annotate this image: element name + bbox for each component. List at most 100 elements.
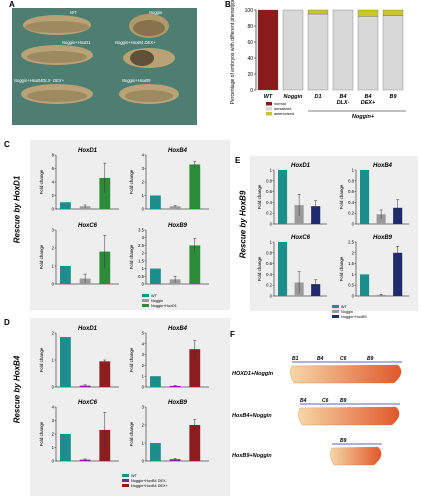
mini-ytick-label: 3	[142, 352, 145, 357]
chart-d2: HoxB4 0 1 2 3 4 5 Fold change	[129, 326, 209, 390]
b-bar	[382, 15, 404, 91]
mini-ytick-label: 4	[142, 341, 145, 346]
b-category-label: DEX+	[361, 100, 376, 106]
chart-e2: HoxB4 0 0.2 0.4 0.6 0.8 1 Fold change	[339, 163, 409, 227]
b-ytick-label: 40	[247, 56, 253, 62]
mini-ytick-label: 1	[52, 264, 55, 269]
mini-ytick-label: 0	[52, 459, 55, 464]
legend-swatch	[142, 294, 149, 297]
mini-title: HoxD1	[78, 148, 98, 154]
chart-c3: HoxC6 0 1 2 3 Fold change	[39, 223, 119, 287]
mini-ylabel: Fold change	[339, 184, 344, 209]
mini-title: HoxB4	[373, 163, 393, 169]
f-marker-label: C6	[322, 398, 329, 404]
mini-ytick-label: 0.5	[138, 274, 144, 279]
mini-bar	[376, 214, 386, 224]
panel-label-d: D	[4, 318, 10, 327]
mini-ytick-label: 2	[142, 363, 145, 368]
chart-c1: HoxD1 0 2 4 6 8 Fold change	[39, 148, 119, 212]
mini-ytick-label: 4	[52, 180, 55, 185]
mini-ytick-label: 1	[142, 374, 145, 379]
mini-ytick-label: 0.4	[266, 200, 272, 205]
mini-ylabel: Fold change	[129, 169, 134, 194]
b-legend-label: normal	[274, 102, 286, 106]
chart-e4: HoxB9 0 0.5 1 1.5 2 2.5 Fold change	[339, 235, 409, 299]
mini-ytick-label: 0	[142, 385, 145, 390]
mini-ylabel: Fold change	[129, 244, 134, 269]
mini-bar	[60, 202, 71, 209]
panel-label-e: E	[235, 156, 241, 165]
mini-title: HoxB4	[168, 326, 188, 332]
mini-ytick-label: 0.2	[266, 283, 272, 288]
mini-ylabel: Fold change	[257, 184, 262, 209]
legend-swatch	[332, 305, 339, 308]
b-ytick-label: 60	[247, 40, 253, 46]
mini-ytick-label: 4	[52, 405, 55, 410]
b-ytick-label: 100	[245, 8, 254, 14]
mini-ytick-label: 0.5	[348, 283, 354, 288]
chart-c4: HoxB9 0 0.5 1 1.5 2 2.5 3 3.5 Fold change	[129, 223, 209, 287]
mini-ytick-label: 0	[142, 282, 145, 287]
mini-ylabel: Fold change	[129, 347, 134, 372]
mini-title: HoxC6	[78, 223, 98, 229]
mini-ytick-label: 1	[142, 441, 145, 446]
mini-title: HoxB9	[168, 223, 188, 229]
mini-ytick-label: 1.5	[348, 261, 354, 266]
mini-ylabel: Fold change	[39, 244, 44, 269]
chart-e3: HoxC6 0 0.2 0.4 0.6 0.8 1 Fold change	[257, 235, 327, 299]
f-marker-label: B9	[340, 438, 347, 444]
mini-ytick-label: 1	[270, 240, 273, 245]
f-row-label: HOXD1+Noggin	[232, 371, 274, 377]
mini-bar	[278, 242, 288, 296]
b-legend-label: anteriorized	[274, 112, 294, 116]
b-bar	[357, 16, 379, 91]
rescue-label-d: Rescue by HoxB4	[12, 355, 22, 424]
mini-ytick-label: 3	[142, 405, 145, 410]
f-marker-label: B9	[367, 356, 374, 362]
mini-ytick-label: 2	[142, 423, 145, 428]
legend-swatch	[332, 310, 339, 313]
legend-label: Noggin+HoxB9	[341, 315, 367, 319]
chart-d4: HoxB9 0 1 2 3 Fold change	[129, 400, 209, 464]
mini-bar	[150, 376, 161, 387]
embryo-caption-wt: WT	[70, 10, 77, 15]
f-row-label: HoxB9+Noggin	[232, 453, 272, 459]
mini-ytick-label: 0	[352, 294, 355, 299]
legend-swatch	[332, 315, 339, 318]
mini-ytick-label: 1	[52, 358, 55, 363]
b-group-label: Noggin+	[352, 114, 375, 120]
mini-ytick-label: 2	[142, 251, 145, 256]
mini-ytick-label: 0	[52, 385, 55, 390]
mini-title: HoxC6	[78, 400, 98, 406]
b-category-label: DLX-	[337, 100, 350, 106]
b-bar	[307, 13, 329, 91]
mini-ytick-label: 1	[52, 445, 55, 450]
mini-title: HoxD1	[78, 326, 98, 332]
chart-b: 0 20 40 60 80 100 Percentage of embryos with d…	[230, 0, 406, 120]
legend-label: Noggin	[151, 299, 163, 303]
legend-swatch	[122, 474, 129, 477]
mini-ytick-label: 3	[142, 166, 145, 171]
legend-label: WT	[151, 294, 158, 298]
legend-label: Noggin+HoxB4 DEX+	[131, 484, 169, 488]
mini-title: HoxC6	[291, 235, 311, 241]
mini-ytick-label: 0	[52, 207, 55, 212]
mini-ylabel: Fold change	[39, 347, 44, 372]
mini-ytick-label: 4	[142, 153, 145, 158]
mini-bar	[60, 337, 71, 387]
mini-ytick-label: 0	[142, 459, 145, 464]
mini-bar	[311, 206, 321, 224]
mini-ytick-label: 2	[52, 432, 55, 437]
mini-bar	[189, 164, 201, 209]
legend-label: Noggin+HoxD1	[151, 304, 177, 308]
chart-e1: HoxD1 0 0.2 0.4 0.6 0.8 1 Fold change	[257, 163, 327, 227]
rescue-label-e: Rescue by HoxB9	[238, 190, 248, 259]
mini-bar	[150, 443, 161, 461]
mini-ytick-label: 2	[52, 331, 55, 336]
mini-bar	[169, 206, 181, 209]
mini-title: HoxB9	[168, 400, 188, 406]
mini-ytick-label: 1	[142, 266, 145, 271]
mini-title: HoxB4	[168, 148, 188, 154]
